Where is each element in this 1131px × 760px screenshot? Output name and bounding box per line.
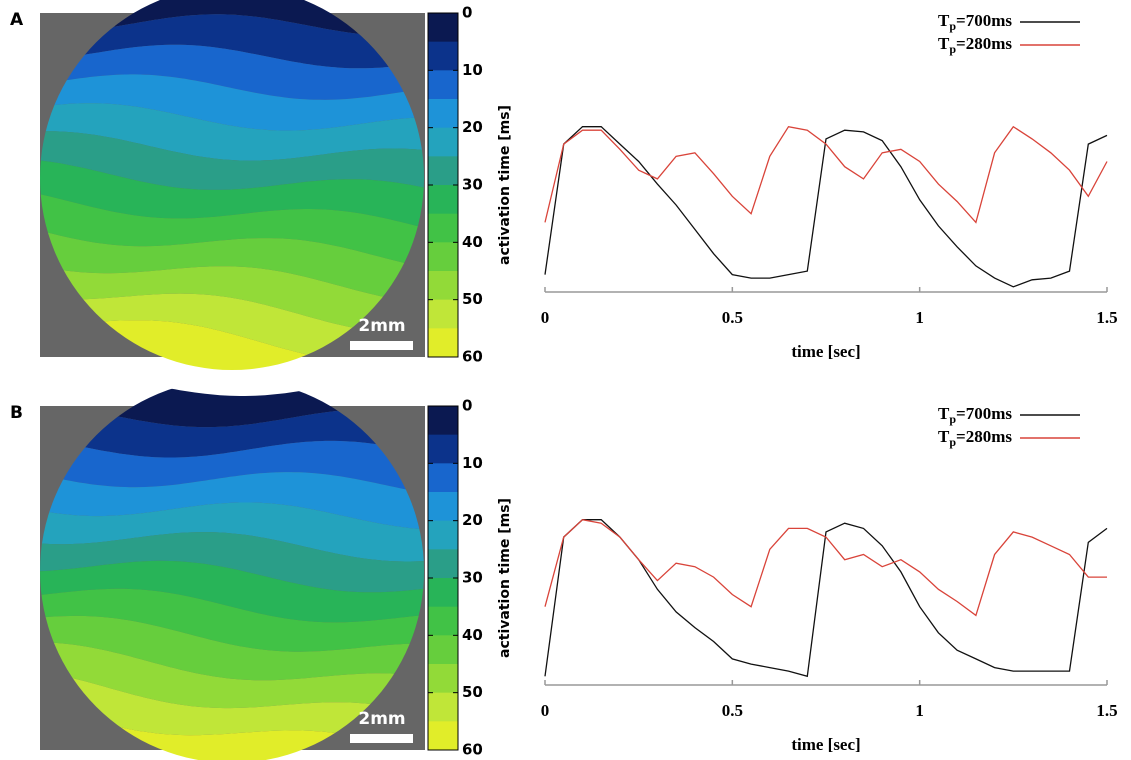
colorbar-segment [428, 299, 458, 329]
colorbar-segment [428, 492, 458, 522]
colorbar-segment [428, 578, 458, 608]
series-line [544, 126, 1108, 288]
colorbar-segment [428, 520, 458, 550]
legend-label: Tp=700ms [938, 404, 1012, 426]
colorbar-segment [428, 99, 458, 129]
colorbar-tick-label: 30 [462, 569, 483, 587]
contour-band [40, 44, 424, 100]
legend-label: Tp=700ms [938, 11, 1012, 33]
contour-band [40, 0, 424, 36]
series-line [544, 125, 1108, 224]
colorbar-segment [428, 664, 458, 694]
contour-band [40, 560, 424, 623]
colorbar-tick-label: 0 [462, 397, 472, 415]
colorbar-tick-label: 60 [462, 741, 483, 759]
colorbar-segment [428, 242, 458, 272]
colorbar-segment [428, 213, 458, 243]
x-axis-title: time [sec] [791, 735, 860, 754]
series-line [544, 519, 1107, 617]
x-tick-label: 0.5 [722, 308, 743, 327]
colorbar-tick-label: 60 [462, 348, 483, 366]
x-tick-label: 0 [541, 308, 550, 327]
colorbar-label: activation time [ms] [497, 498, 513, 658]
contour-band [40, 502, 424, 562]
colorbar-tick-label: 20 [462, 118, 483, 136]
x-tick-label: 0.5 [722, 701, 743, 720]
colorbar-segment [428, 271, 458, 301]
colorbar-tick-label: 40 [462, 626, 483, 644]
x-tick-label: 1 [915, 308, 924, 327]
x-tick-label: 0 [541, 701, 550, 720]
contour-map [40, 0, 424, 370]
colorbar-segment [428, 13, 458, 43]
colorbar-segment [428, 721, 458, 751]
colorbar-segment [428, 434, 458, 464]
colorbar-segment [428, 692, 458, 722]
colorbar-segment [428, 328, 458, 358]
colorbar-segment [428, 156, 458, 186]
colorbar-segment [428, 635, 458, 665]
contour-band [40, 14, 424, 69]
contour-band [40, 642, 424, 715]
contour-band [40, 266, 424, 334]
legend-label: Tp=280ms [938, 427, 1012, 449]
contour-band [40, 194, 424, 268]
colorbar-segment [428, 127, 458, 157]
contour-band [40, 615, 424, 681]
colorbar-segment [428, 463, 458, 493]
colorbar-tick-label: 30 [462, 176, 483, 194]
contour-band [40, 705, 424, 760]
colorbar-tick-label: 20 [462, 511, 483, 529]
colorbar-segment [428, 41, 458, 71]
contour-band [40, 405, 424, 458]
scale-bar [350, 341, 413, 350]
legend-label: Tp=280ms [938, 34, 1012, 56]
contour-band [40, 74, 424, 131]
scale-bar [350, 734, 413, 743]
colorbar-tick-label: 50 [462, 290, 483, 308]
scale-bar-label: 2mm [358, 316, 405, 336]
contour-band [40, 671, 424, 755]
panel-label: B [10, 403, 23, 423]
contour-band [40, 472, 424, 530]
colorbar-segment [428, 549, 458, 579]
colorbar-tick-label: 10 [462, 454, 483, 472]
contour-band [40, 532, 424, 593]
x-axis-title: time [sec] [791, 342, 860, 361]
colorbar-tick-label: 0 [462, 4, 472, 22]
colorbar-tick-label: 40 [462, 233, 483, 251]
contour-band [40, 230, 424, 304]
x-tick-label: 1 [915, 701, 924, 720]
contour-band [40, 588, 424, 652]
contour-band [40, 131, 424, 190]
colorbar-segment [428, 606, 458, 636]
colorbar-segment [428, 185, 458, 215]
contour-band [40, 160, 424, 229]
colorbar-label: activation time [ms] [497, 105, 513, 265]
colorbar-segment [428, 70, 458, 100]
colorbar-tick-label: 50 [462, 683, 483, 701]
contour-band [40, 438, 424, 493]
panel-label: A [10, 10, 24, 30]
x-tick-label: 1.5 [1096, 308, 1117, 327]
contour-band [40, 320, 424, 370]
colorbar-tick-label: 10 [462, 61, 483, 79]
x-tick-label: 1.5 [1096, 701, 1117, 720]
contour-band [40, 103, 424, 161]
colorbar-segment [428, 406, 458, 436]
scale-bar-label: 2mm [358, 709, 405, 729]
series-line [544, 519, 1108, 678]
